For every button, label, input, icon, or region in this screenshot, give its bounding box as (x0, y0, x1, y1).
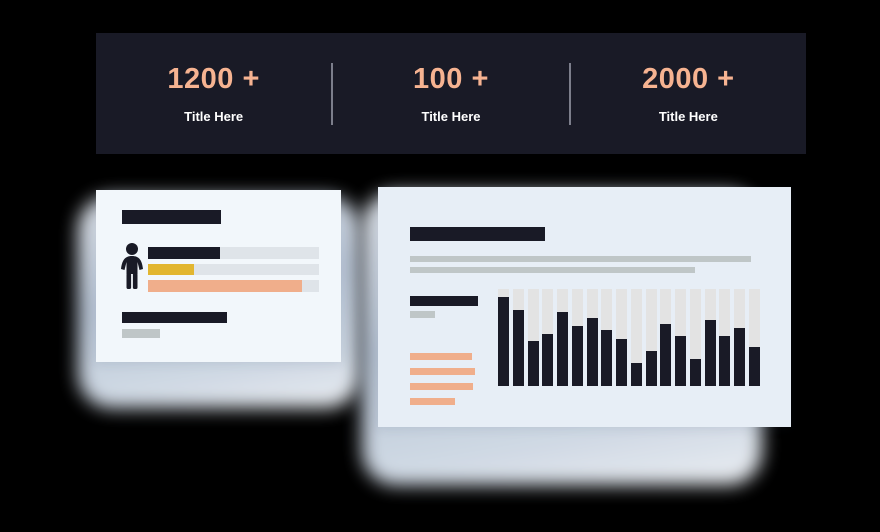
chart-bar-value (586, 318, 598, 386)
chart-bar[interactable] (512, 289, 524, 386)
chart-bar-value (601, 329, 613, 386)
legend-line-2 (410, 368, 475, 375)
chart-bar[interactable] (675, 289, 686, 386)
progress-track-2 (148, 264, 319, 275)
stats-bar: 1200 + Title Here 100 + Title Here 2000 … (96, 33, 806, 154)
chart-bar-value (645, 351, 657, 386)
stat-label-3: Title Here (658, 108, 718, 124)
chart-bar-value (527, 341, 539, 386)
stat-value-2: 100 + (413, 62, 489, 95)
progress-row-3[interactable] (148, 280, 319, 292)
section-subtext (410, 311, 435, 318)
stat-block-2: 100 + Title Here (333, 62, 568, 124)
body-line-2 (410, 267, 695, 273)
chart-bar-value (616, 339, 627, 386)
chart-bar[interactable] (748, 289, 760, 386)
chart-bar-value (675, 335, 686, 386)
chart-bar[interactable] (542, 289, 554, 386)
chart-bar-track (616, 289, 627, 386)
progress-row-2[interactable] (148, 264, 319, 275)
chart-bar[interactable] (498, 289, 509, 386)
chart-bar[interactable] (704, 289, 716, 386)
chart-bar-value (689, 358, 701, 386)
chart-bar-value (542, 333, 554, 386)
chart-bar[interactable] (689, 289, 701, 386)
chart-bar-value (512, 310, 524, 386)
chart-bar[interactable] (601, 289, 613, 386)
chart-bar[interactable] (586, 289, 598, 386)
progress-fill-1 (148, 247, 220, 259)
footer-bar-dark (122, 312, 227, 323)
chart-bar[interactable] (571, 289, 583, 386)
progress-row-1[interactable] (148, 247, 319, 259)
chart-bar-track (527, 289, 539, 386)
progress-fill-3 (148, 280, 302, 292)
chart-bar-value (557, 312, 568, 386)
person-icon (118, 242, 146, 290)
chart-bar-track (630, 289, 642, 386)
chart-bar[interactable] (616, 289, 627, 386)
chart-bar[interactable] (630, 289, 642, 386)
footer-bar-grey (122, 329, 160, 338)
stat-block-3: 2000 + Title Here (571, 62, 806, 124)
chart-bar-value (748, 347, 760, 386)
progress-fill-2 (148, 264, 195, 275)
chart-bar[interactable] (527, 289, 539, 386)
stat-value-3: 2000 + (642, 62, 735, 95)
report-card-title-placeholder (410, 227, 545, 241)
chart-bar-value (571, 325, 583, 386)
legend-line-4 (410, 398, 455, 405)
chart-bar[interactable] (557, 289, 568, 386)
chart-bar-value (630, 362, 642, 386)
chart-bar-value (719, 335, 731, 386)
section-heading (410, 296, 478, 306)
legend-line-3 (410, 383, 473, 390)
stat-value-1: 1200 + (167, 62, 260, 95)
chart-bar-value (734, 327, 745, 386)
stat-block-1: 1200 + Title Here (96, 62, 331, 124)
chart-bar[interactable] (645, 289, 657, 386)
chart-bar[interactable] (719, 289, 731, 386)
profile-card[interactable] (96, 190, 341, 362)
chart-bar-value (660, 323, 672, 386)
chart-bar-value (704, 320, 716, 386)
chart-bar-track (748, 289, 760, 386)
chart-bar-track (645, 289, 657, 386)
chart-bar-value (498, 296, 509, 386)
chart-bar-track (689, 289, 701, 386)
chart-bar[interactable] (734, 289, 745, 386)
stat-divider-2 (568, 62, 571, 125)
stat-divider-1 (331, 62, 334, 125)
chart-bar[interactable] (660, 289, 672, 386)
report-card[interactable] (378, 187, 791, 427)
body-line-1 (410, 256, 751, 262)
stat-label-2: Title Here (421, 108, 481, 124)
stat-label-1: Title Here (184, 108, 244, 124)
bar-chart[interactable] (498, 289, 760, 386)
profile-card-title-placeholder (122, 210, 221, 224)
legend-line-1 (410, 353, 472, 360)
